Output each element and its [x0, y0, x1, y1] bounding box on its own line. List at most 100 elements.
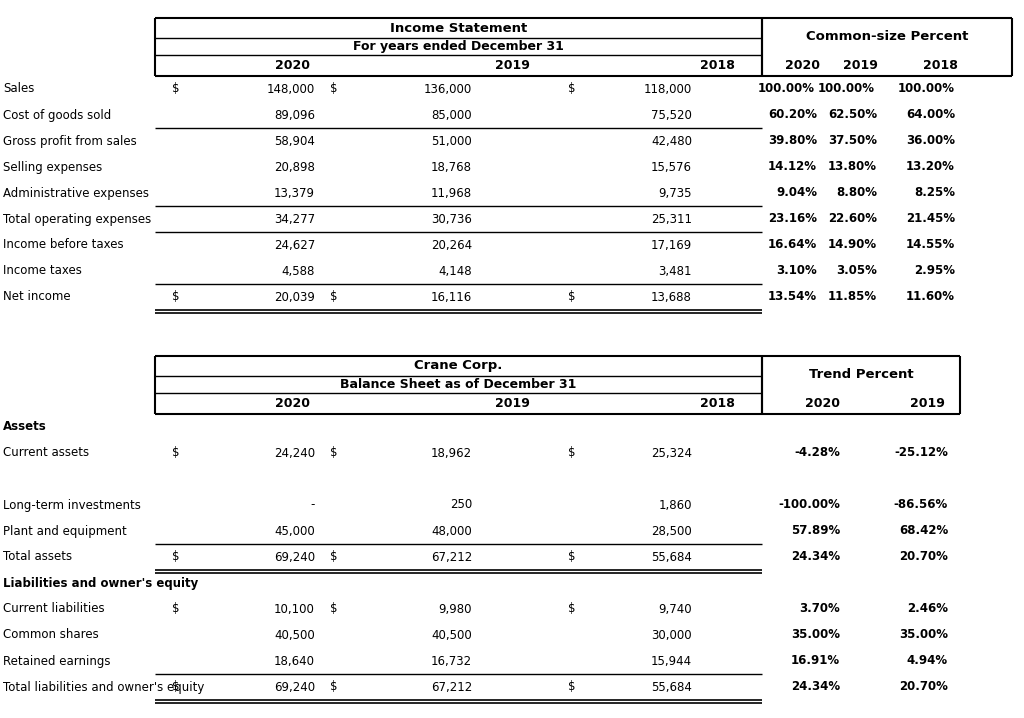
Text: 30,736: 30,736 — [431, 213, 472, 225]
Text: 11.85%: 11.85% — [827, 291, 877, 304]
Text: 11,968: 11,968 — [431, 187, 472, 200]
Text: 51,000: 51,000 — [431, 134, 472, 147]
Text: 9,740: 9,740 — [658, 602, 692, 615]
Text: 25,324: 25,324 — [651, 447, 692, 460]
Text: 48,000: 48,000 — [431, 525, 472, 538]
Text: 136,000: 136,000 — [424, 83, 472, 95]
Text: 69,240: 69,240 — [273, 551, 315, 564]
Text: 9.04%: 9.04% — [776, 187, 817, 200]
Text: 23.16%: 23.16% — [768, 213, 817, 225]
Text: 20.70%: 20.70% — [899, 681, 948, 694]
Text: 11.60%: 11.60% — [906, 291, 955, 304]
Text: $: $ — [330, 602, 338, 615]
Text: Plant and equipment: Plant and equipment — [3, 525, 127, 538]
Text: 15,944: 15,944 — [651, 655, 692, 668]
Text: $: $ — [172, 602, 179, 615]
Text: 18,640: 18,640 — [274, 655, 315, 668]
Text: Income taxes: Income taxes — [3, 264, 82, 277]
Text: 45,000: 45,000 — [274, 525, 315, 538]
Text: 35.00%: 35.00% — [791, 628, 840, 641]
Text: $: $ — [568, 291, 575, 304]
Text: 16,116: 16,116 — [431, 291, 472, 304]
Text: 2018: 2018 — [700, 59, 735, 72]
Text: Total liabilities and owner's equity: Total liabilities and owner's equity — [3, 681, 205, 694]
Text: 75,520: 75,520 — [651, 108, 692, 121]
Text: 4.94%: 4.94% — [907, 655, 948, 668]
Text: 89,096: 89,096 — [274, 108, 315, 121]
Text: 69,240: 69,240 — [273, 681, 315, 694]
Text: $: $ — [330, 291, 338, 304]
Text: 20,264: 20,264 — [431, 238, 472, 251]
Text: Total assets: Total assets — [3, 551, 72, 564]
Text: Liabilities and owner's equity: Liabilities and owner's equity — [3, 577, 199, 589]
Text: 62.50%: 62.50% — [827, 108, 877, 121]
Text: -: - — [310, 498, 315, 511]
Text: Total operating expenses: Total operating expenses — [3, 213, 152, 225]
Text: 39.80%: 39.80% — [768, 134, 817, 147]
Text: 100.00%: 100.00% — [758, 83, 815, 95]
Text: Selling expenses: Selling expenses — [3, 161, 102, 174]
Text: Income before taxes: Income before taxes — [3, 238, 124, 251]
Text: 58,904: 58,904 — [274, 134, 315, 147]
Text: $: $ — [568, 681, 575, 694]
Text: 55,684: 55,684 — [651, 551, 692, 564]
Text: 35.00%: 35.00% — [899, 628, 948, 641]
Text: 8.80%: 8.80% — [836, 187, 877, 200]
Text: 2019: 2019 — [496, 59, 530, 72]
Text: $: $ — [330, 551, 338, 564]
Text: 4,148: 4,148 — [438, 264, 472, 277]
Text: $: $ — [172, 551, 179, 564]
Text: 64.00%: 64.00% — [906, 108, 955, 121]
Text: Assets: Assets — [3, 421, 47, 434]
Text: Retained earnings: Retained earnings — [3, 655, 111, 668]
Text: -4.28%: -4.28% — [795, 447, 840, 460]
Text: Net income: Net income — [3, 291, 71, 304]
Text: 9,980: 9,980 — [438, 602, 472, 615]
Text: 2020: 2020 — [275, 397, 310, 410]
Text: 2018: 2018 — [923, 59, 958, 72]
Text: 8.25%: 8.25% — [914, 187, 955, 200]
Text: 250: 250 — [450, 498, 472, 511]
Text: 2020: 2020 — [275, 59, 310, 72]
Text: 21.45%: 21.45% — [906, 213, 955, 225]
Text: Income Statement: Income Statement — [390, 22, 527, 34]
Text: $: $ — [172, 83, 179, 95]
Text: 2019: 2019 — [843, 59, 878, 72]
Text: 17,169: 17,169 — [650, 238, 692, 251]
Text: $: $ — [172, 681, 179, 694]
Text: 13,379: 13,379 — [274, 187, 315, 200]
Text: Common-size Percent: Common-size Percent — [806, 30, 968, 43]
Text: Current assets: Current assets — [3, 447, 89, 460]
Text: Balance Sheet as of December 31: Balance Sheet as of December 31 — [340, 378, 577, 391]
Text: 13.54%: 13.54% — [768, 291, 817, 304]
Text: $: $ — [330, 447, 338, 460]
Text: 20.70%: 20.70% — [899, 551, 948, 564]
Text: 20,898: 20,898 — [274, 161, 315, 174]
Text: -25.12%: -25.12% — [894, 447, 948, 460]
Text: Sales: Sales — [3, 83, 35, 95]
Text: Common shares: Common shares — [3, 628, 98, 641]
Text: Crane Corp.: Crane Corp. — [415, 360, 503, 373]
Text: 55,684: 55,684 — [651, 681, 692, 694]
Text: 67,212: 67,212 — [431, 551, 472, 564]
Text: 2020: 2020 — [805, 397, 840, 410]
Text: -100.00%: -100.00% — [778, 498, 840, 511]
Text: 2020: 2020 — [785, 59, 820, 72]
Text: 67,212: 67,212 — [431, 681, 472, 694]
Text: 3,481: 3,481 — [658, 264, 692, 277]
Text: 100.00%: 100.00% — [818, 83, 874, 95]
Text: 2.95%: 2.95% — [914, 264, 955, 277]
Text: 1,860: 1,860 — [658, 498, 692, 511]
Text: $: $ — [172, 291, 179, 304]
Text: $: $ — [568, 602, 575, 615]
Text: 15,576: 15,576 — [651, 161, 692, 174]
Text: $: $ — [568, 551, 575, 564]
Text: $: $ — [568, 83, 575, 95]
Text: 13,688: 13,688 — [651, 291, 692, 304]
Text: 100.00%: 100.00% — [898, 83, 955, 95]
Text: 16.91%: 16.91% — [791, 655, 840, 668]
Text: Cost of goods sold: Cost of goods sold — [3, 108, 112, 121]
Text: 13.20%: 13.20% — [906, 161, 955, 174]
Text: 68.42%: 68.42% — [899, 525, 948, 538]
Text: 24,627: 24,627 — [273, 238, 315, 251]
